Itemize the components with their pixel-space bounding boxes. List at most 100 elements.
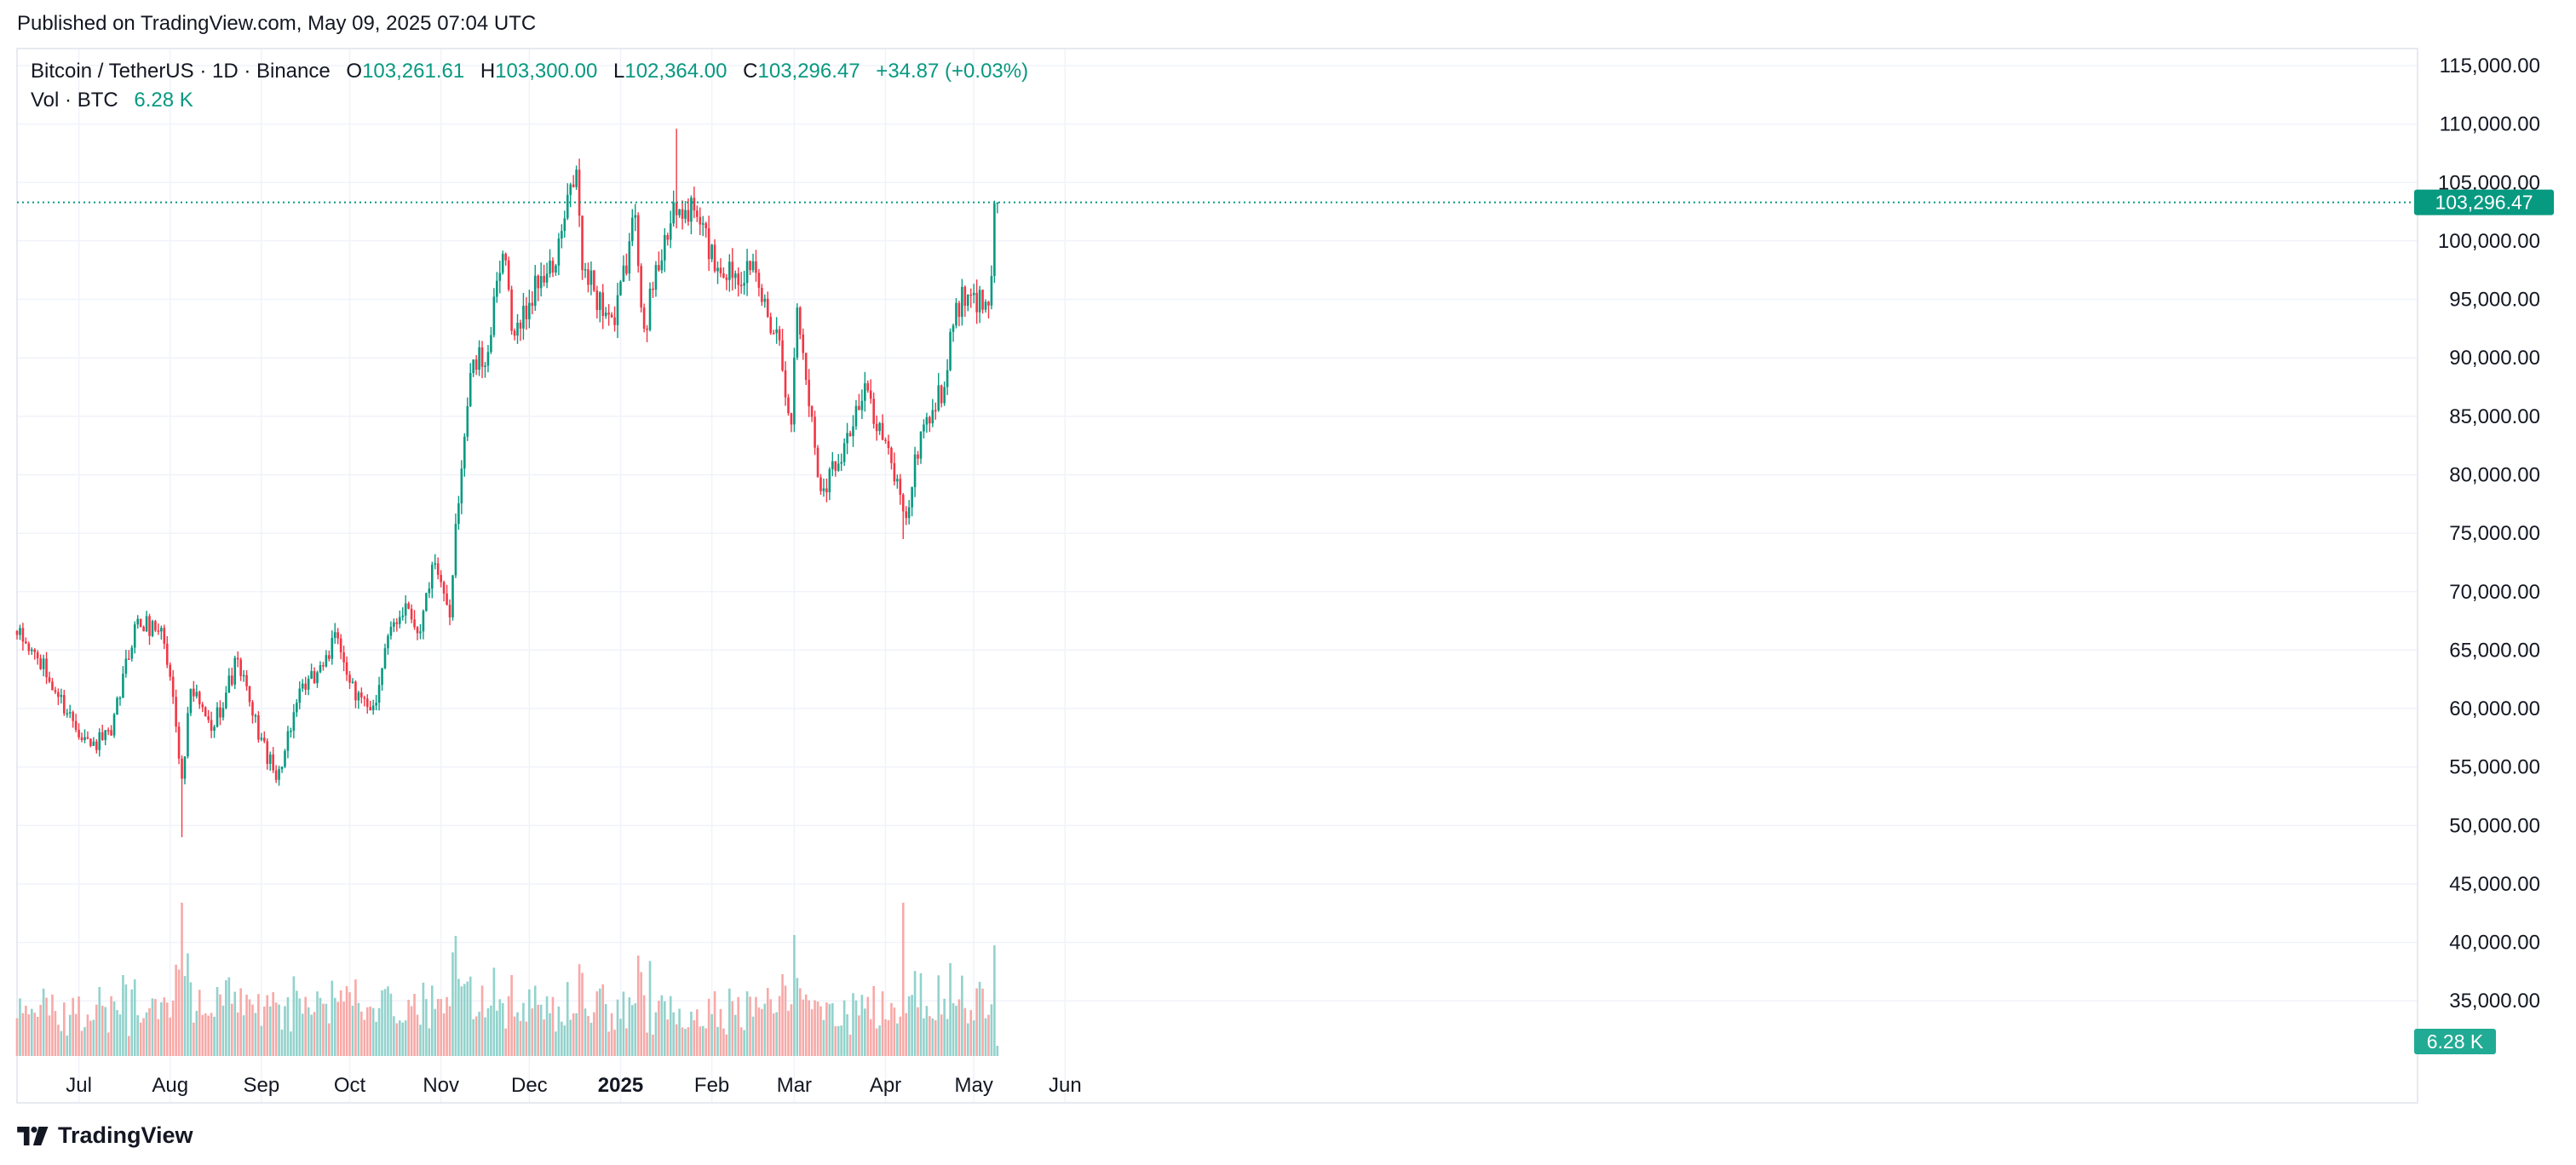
volume-bar: [136, 1015, 139, 1056]
volume-bar: [357, 1002, 360, 1056]
candle-body: [987, 301, 990, 306]
candle-body: [480, 347, 484, 367]
candle-body: [749, 261, 751, 271]
volume-bar: [221, 1005, 225, 1056]
symbol-title[interactable]: Bitcoin / TetherUS · 1D · Binance: [31, 60, 331, 83]
candle-body: [78, 729, 80, 737]
volume-bar: [625, 1028, 628, 1056]
volume-bar: [292, 976, 296, 1056]
candle-body: [498, 273, 502, 281]
candle-body: [528, 302, 531, 319]
volume-bar: [828, 1003, 831, 1056]
candle-body: [307, 678, 310, 690]
volume-bar: [510, 974, 513, 1056]
volume-bar: [519, 1020, 522, 1056]
volume-bar: [598, 988, 601, 1056]
candle-body: [207, 716, 210, 720]
volume-bar: [925, 1006, 929, 1056]
close-label: C: [743, 60, 758, 83]
volume-bar: [654, 1012, 658, 1056]
candle-body: [907, 507, 911, 519]
volume-bar: [92, 1019, 95, 1056]
volume-bar: [934, 1020, 937, 1056]
volume-bar: [401, 1022, 405, 1056]
time-axis[interactable]: Jul Aug Sep Oct Nov Dec 2025 Feb Mar Apr May Jun: [66, 1074, 1081, 1097]
candle-body: [278, 769, 280, 780]
volume-bar: [969, 1010, 973, 1056]
volume-label[interactable]: Vol · BTC: [31, 89, 118, 112]
volume-bar: [595, 991, 599, 1056]
candle-body: [233, 657, 237, 685]
candle-body: [929, 416, 931, 424]
volume-bar: [987, 1014, 990, 1056]
volume-bar: [66, 1035, 69, 1056]
candle-body: [254, 714, 257, 717]
ohlc-legend[interactable]: Bitcoin / TetherUS · 1D · Binance O103,2…: [31, 60, 1028, 83]
volume-bar: [440, 999, 442, 1056]
volume-bar: [377, 1007, 381, 1056]
volume-bar: [716, 1026, 719, 1056]
volume-bar: [242, 1015, 245, 1056]
candle-body: [210, 720, 213, 732]
candle-body: [551, 261, 555, 273]
price-axis[interactable]: 115,000.00110,000.00105,000.00100,000.00…: [2438, 55, 2540, 1013]
volume-bar: [566, 982, 569, 1056]
candle-body: [416, 627, 419, 634]
volume-bar: [613, 1030, 616, 1056]
candle-body: [581, 215, 584, 271]
volume-bar: [19, 998, 21, 1056]
volume-bar: [98, 986, 101, 1056]
tradingview-brand[interactable]: TradingView: [17, 1122, 193, 1149]
candle-body: [313, 671, 316, 684]
candle-body: [816, 447, 819, 478]
x-tick-label: May: [955, 1074, 993, 1097]
volume-legend[interactable]: Vol · BTC 6.28 K: [31, 89, 193, 112]
candle-body: [110, 730, 112, 736]
volume-bar: [268, 1006, 272, 1056]
candle-body: [133, 624, 136, 648]
candle-body: [251, 702, 254, 716]
volume-bar: [881, 991, 884, 1056]
candle-body: [365, 698, 369, 708]
candle-body: [787, 397, 790, 414]
candle-body: [245, 674, 248, 686]
candle-body: [669, 223, 672, 240]
candle-body: [169, 664, 172, 677]
candle-body: [236, 657, 239, 660]
volume-bar: [840, 1025, 842, 1056]
candle-body: [681, 209, 684, 219]
candle-body: [195, 692, 198, 697]
candle-body: [413, 619, 416, 628]
volume-bar: [230, 1003, 233, 1056]
candle-body: [875, 423, 878, 432]
candle-body: [881, 422, 884, 440]
candle-body: [319, 665, 322, 673]
candle-body: [664, 235, 666, 261]
volume-bar: [622, 991, 625, 1056]
y-tick-label: 50,000.00: [2449, 814, 2540, 837]
candle-body: [268, 754, 272, 764]
volume-bar: [545, 996, 549, 1056]
candle-body: [722, 273, 725, 278]
candle-body: [322, 665, 325, 667]
volume-bar: [578, 964, 581, 1056]
volume-bar: [207, 1015, 210, 1056]
volume-bar: [280, 1029, 284, 1056]
candle-body: [163, 628, 166, 644]
volume-bar: [198, 990, 201, 1056]
volume-bar: [428, 1028, 431, 1056]
volume-bar: [371, 1007, 375, 1056]
candle-body: [834, 461, 837, 471]
volume-bar: [233, 991, 237, 1056]
candle-body: [966, 294, 969, 307]
volume-bar: [80, 1030, 83, 1056]
candle-body: [725, 277, 728, 280]
volume-bar: [899, 1016, 902, 1056]
candle-body: [751, 261, 755, 271]
volume-bar: [333, 997, 336, 1056]
volume-bar: [313, 1012, 316, 1056]
volume-bar: [781, 973, 784, 1056]
candle-body: [15, 631, 19, 635]
candle-body: [616, 295, 619, 325]
